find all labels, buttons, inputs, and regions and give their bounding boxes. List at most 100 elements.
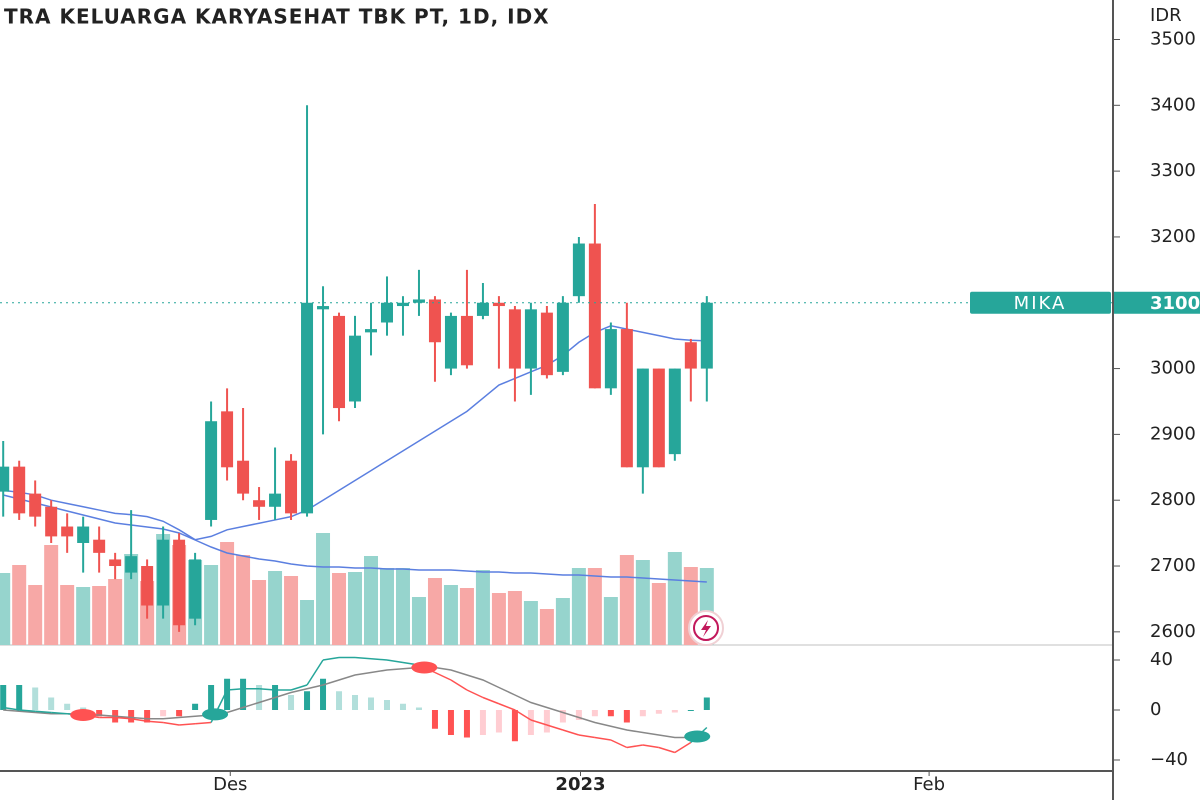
histogram-bar [192, 703, 199, 710]
candle-body [125, 556, 138, 573]
chart-title: TRA KELUARGA KARYASEHAT TBK PT, 1D, IDX [4, 5, 550, 29]
candle-body [524, 309, 537, 369]
volume-bar [603, 597, 618, 645]
y-tick-label: 2700 [1150, 555, 1196, 576]
candle-body [221, 411, 234, 468]
histogram-bar [144, 710, 151, 723]
histogram-bar [511, 710, 518, 742]
cross-marker [70, 709, 97, 721]
histogram-bar [639, 710, 646, 717]
y-tick-label: 2800 [1150, 489, 1196, 510]
x-tick-label: 2023 [555, 774, 605, 795]
candle-body [365, 329, 377, 333]
macd-segment [51, 711, 68, 715]
candle-body [45, 506, 58, 537]
volume-bar [411, 597, 426, 645]
macd-segment [450, 679, 468, 691]
histogram-bar [176, 710, 183, 717]
y-tick-label: 3200 [1150, 226, 1196, 247]
volume-bar [332, 573, 347, 645]
macd-segment [530, 719, 548, 726]
candle-body [476, 302, 489, 316]
histogram-bar [399, 703, 406, 710]
histogram-bar [447, 710, 454, 735]
candle-body [205, 421, 218, 520]
histogram-bar [304, 691, 311, 710]
macd-segment [658, 746, 676, 754]
volume-bar [427, 578, 442, 645]
y-tick-label: 0 [1150, 699, 1161, 720]
x-tick-label: Des [213, 774, 247, 795]
volume-bar [555, 598, 570, 645]
histogram-bar [240, 678, 247, 710]
replay-icon [688, 610, 724, 646]
volume-bar [44, 545, 59, 645]
histogram-bar [687, 710, 694, 711]
macd-segment [131, 718, 148, 722]
cross-marker [684, 730, 711, 743]
y-tick-label: 3300 [1150, 160, 1196, 181]
macd-segment [19, 709, 36, 712]
histogram-bar [96, 710, 103, 717]
volume-bar [316, 533, 331, 645]
last-price-label: 3100 [1150, 293, 1200, 314]
macd-segment [370, 658, 388, 661]
histogram-bar [559, 710, 566, 723]
volume-bar [220, 542, 235, 645]
volume-bar [379, 568, 394, 645]
histogram-bar [0, 685, 7, 710]
histogram-bar [352, 695, 359, 710]
volume-bar [12, 565, 27, 645]
last-price-badge [1114, 291, 1200, 314]
macd-segment [35, 710, 52, 714]
volume-bar [539, 609, 554, 645]
volume-bar [204, 565, 219, 645]
cross-marker [202, 708, 229, 721]
histogram-bar [655, 710, 662, 714]
candle-body [173, 539, 186, 626]
volume-bar [364, 556, 378, 645]
plot [0, 38, 1120, 776]
histogram-bar [48, 697, 55, 710]
macd-segment [610, 739, 628, 749]
volume-bar [475, 570, 490, 645]
candle-body [0, 466, 10, 492]
volume-bar [300, 600, 315, 645]
volume-bar [284, 576, 299, 645]
macd-segment [259, 688, 276, 691]
volume-bar [667, 552, 682, 645]
candle-body [380, 302, 393, 323]
volume-bar [76, 587, 91, 645]
histogram-bar [320, 678, 327, 710]
volume-bar [395, 568, 410, 645]
histogram-bar [623, 710, 630, 723]
histogram-bar [495, 710, 502, 733]
candle-body [444, 315, 457, 369]
y-tick-label: 3000 [1150, 358, 1196, 379]
macd-segment [674, 741, 692, 754]
histogram-bar [383, 700, 390, 710]
candle-body [588, 243, 601, 389]
macd-segment [3, 706, 20, 711]
histogram-bar [336, 691, 343, 710]
candle-body [604, 329, 617, 389]
histogram-bar [128, 710, 135, 723]
histogram-bar [80, 707, 87, 710]
macd-segment [179, 723, 196, 726]
y-tick-label: 3400 [1150, 94, 1196, 115]
candle-body [93, 539, 106, 553]
volume-bar [108, 579, 123, 645]
histogram-bar [479, 710, 486, 735]
y-tick-label: −40 [1150, 749, 1188, 770]
volume-bar [443, 585, 458, 645]
cross-marker [411, 661, 438, 674]
volume-bar [60, 585, 75, 645]
histogram-bar [527, 710, 534, 735]
candle-body [460, 315, 473, 366]
volume-bar [348, 572, 363, 645]
macd-segment [466, 689, 484, 699]
macd-segment [434, 671, 452, 681]
candle-body [396, 302, 409, 307]
histogram-bar [607, 710, 614, 717]
candle-body [540, 312, 553, 376]
